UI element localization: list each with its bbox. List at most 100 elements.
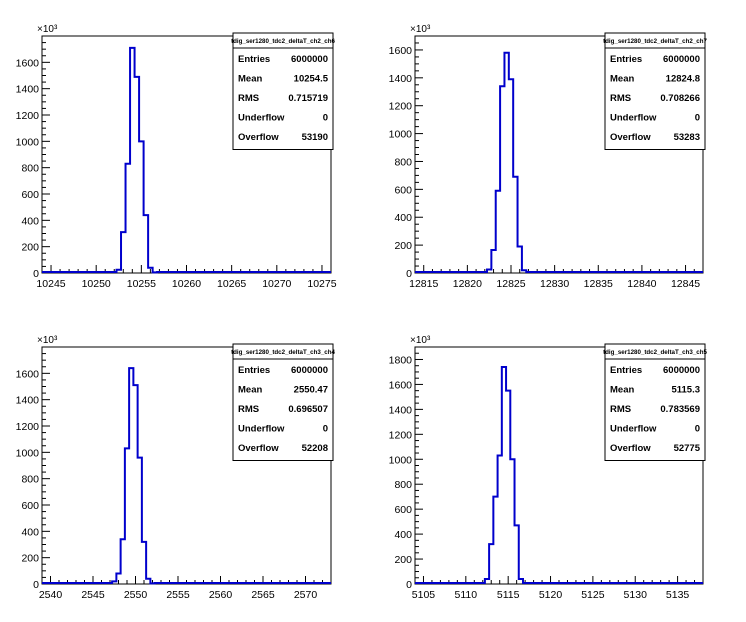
stats-label: Underflow xyxy=(238,113,285,124)
stats-label: Mean xyxy=(238,74,262,85)
stats-value: 0.715719 xyxy=(288,93,328,104)
y-tick-label: 800 xyxy=(21,474,39,486)
x-tick-label: 10255 xyxy=(127,278,156,290)
histogram-outline xyxy=(42,46,331,274)
x-tick-label: 5135 xyxy=(666,589,690,601)
x-tick-label: 5115 xyxy=(497,589,520,601)
y-tick-label: 1600 xyxy=(389,45,413,57)
stats-value: 0 xyxy=(323,113,328,124)
stats-box-frame xyxy=(604,32,706,150)
y-multiplier-label: ×10³ xyxy=(410,24,431,35)
x-tick-label: 10265 xyxy=(217,278,246,290)
stats-value: 6000000 xyxy=(291,54,328,65)
stats-box-frame xyxy=(604,343,706,461)
x-tick-label: 2545 xyxy=(81,589,105,601)
stats-value: 0.708266 xyxy=(660,93,700,104)
y-tick-label: 0 xyxy=(33,579,39,591)
x-tick-label: 12835 xyxy=(584,278,613,290)
stats-label: Overflow xyxy=(610,132,651,143)
x-tick-label: 2555 xyxy=(166,589,190,601)
histogram-pad-2: 12815 12820 12825 12830 12835 12840 12845 0 200 4… xyxy=(389,24,708,290)
stats-label: RMS xyxy=(610,93,631,104)
stats-label: Entries xyxy=(610,54,642,65)
stats-label: RMS xyxy=(238,404,259,415)
x-tick-label: 5110 xyxy=(455,589,478,601)
y-tick-label: 600 xyxy=(394,184,412,196)
x-tick-label: 10245 xyxy=(36,278,65,290)
histogram-outline xyxy=(42,367,331,585)
y-tick-label: 1800 xyxy=(389,354,413,366)
y-tick-label: 1000 xyxy=(16,447,40,459)
y-tick-label: 800 xyxy=(21,163,39,175)
y-tick-label: 1000 xyxy=(389,129,413,141)
histogram-outline xyxy=(415,365,703,584)
histogram-title: tdig_ser1280_tdc2_deltaT_ch3_ch5 xyxy=(603,349,707,356)
x-tick-label: 10275 xyxy=(307,278,336,290)
y-tick-label: 1000 xyxy=(16,136,40,148)
x-tick-label: 10270 xyxy=(262,278,291,290)
stats-box: tdig_ser1280_tdc2_deltaT_ch3_ch4 Entries 6… xyxy=(231,343,335,461)
stats-label: Entries xyxy=(610,365,642,376)
y-tick-label: 400 xyxy=(21,526,39,538)
stats-box: tdig_ser1280_tdc2_deltaT_ch3_ch5 Entries 6… xyxy=(603,343,707,461)
y-tick-label: 200 xyxy=(394,240,412,252)
y-tick-label: 400 xyxy=(394,529,412,541)
stats-label: Entries xyxy=(238,54,270,65)
stats-label: Underflow xyxy=(610,424,657,435)
y-tick-label: 200 xyxy=(394,554,412,566)
stats-box-frame xyxy=(232,32,334,150)
histogram-title: tdig_ser1280_tdc2_deltaT_ch2_ch7 xyxy=(603,38,707,45)
stats-box: tdig_ser1280_tdc2_deltaT_ch2_ch6 Entries 6… xyxy=(231,32,335,150)
x-tick-label: 12815 xyxy=(409,278,438,290)
x-tick-label: 2565 xyxy=(251,589,275,601)
histogram-pad-4: 5105 5110 5115 5120 5125 5130 5135 0 200 400 600 80… xyxy=(389,335,708,601)
y-tick-label: 1200 xyxy=(16,421,40,433)
y-tick-label: 1600 xyxy=(389,379,413,391)
stats-value: 12824.8 xyxy=(666,74,700,85)
x-tick-label: 12825 xyxy=(496,278,525,290)
stats-label: Overflow xyxy=(610,443,651,454)
histogram-outline xyxy=(415,51,703,273)
histogram-pad-1: 10245 10250 10255 10260 10265 10270 10275 0 200 4… xyxy=(16,24,337,290)
x-tick-label: 5105 xyxy=(412,589,436,601)
stats-label: Mean xyxy=(238,385,262,396)
y-tick-label: 0 xyxy=(406,268,412,280)
x-tick-label: 2540 xyxy=(39,589,63,601)
histogram-title: tdig_ser1280_tdc2_deltaT_ch3_ch4 xyxy=(231,349,335,356)
x-tick-label: 2570 xyxy=(294,589,318,601)
x-tick-label: 12820 xyxy=(453,278,482,290)
stats-value: 6000000 xyxy=(291,365,328,376)
x-tick-label: 2550 xyxy=(124,589,148,601)
x-tick-label: 5125 xyxy=(581,589,605,601)
stats-value: 0 xyxy=(695,424,700,435)
y-tick-label: 800 xyxy=(394,156,412,168)
stats-value: 53283 xyxy=(674,132,700,143)
y-tick-label: 0 xyxy=(406,579,412,591)
y-tick-label: 0 xyxy=(33,268,39,280)
stats-value: 0.783569 xyxy=(660,404,700,415)
y-tick-label: 600 xyxy=(394,504,412,516)
y-tick-label: 200 xyxy=(21,553,39,565)
stats-label: Entries xyxy=(238,365,270,376)
stats-value: 0.696507 xyxy=(288,404,328,415)
stats-value: 52208 xyxy=(302,443,328,454)
stats-label: RMS xyxy=(610,404,631,415)
y-tick-label: 400 xyxy=(21,215,39,227)
y-tick-label: 1400 xyxy=(389,404,413,416)
y-tick-label: 200 xyxy=(21,242,39,254)
stats-label: Mean xyxy=(610,385,634,396)
y-tick-label: 1400 xyxy=(16,395,40,407)
stats-value: 6000000 xyxy=(663,365,700,376)
stats-value: 52775 xyxy=(674,443,701,454)
x-tick-label: 12830 xyxy=(540,278,569,290)
stats-label: Underflow xyxy=(610,113,657,124)
y-tick-label: 1400 xyxy=(16,84,40,96)
stats-box: tdig_ser1280_tdc2_deltaT_ch2_ch7 Entries 6… xyxy=(603,32,707,150)
x-tick-label: 10250 xyxy=(82,278,111,290)
y-multiplier-label: ×10³ xyxy=(410,335,431,346)
y-multiplier-label: ×10³ xyxy=(37,24,58,35)
stats-value: 6000000 xyxy=(663,54,700,65)
stats-value: 10254.5 xyxy=(294,74,329,85)
y-tick-label: 600 xyxy=(21,189,39,201)
